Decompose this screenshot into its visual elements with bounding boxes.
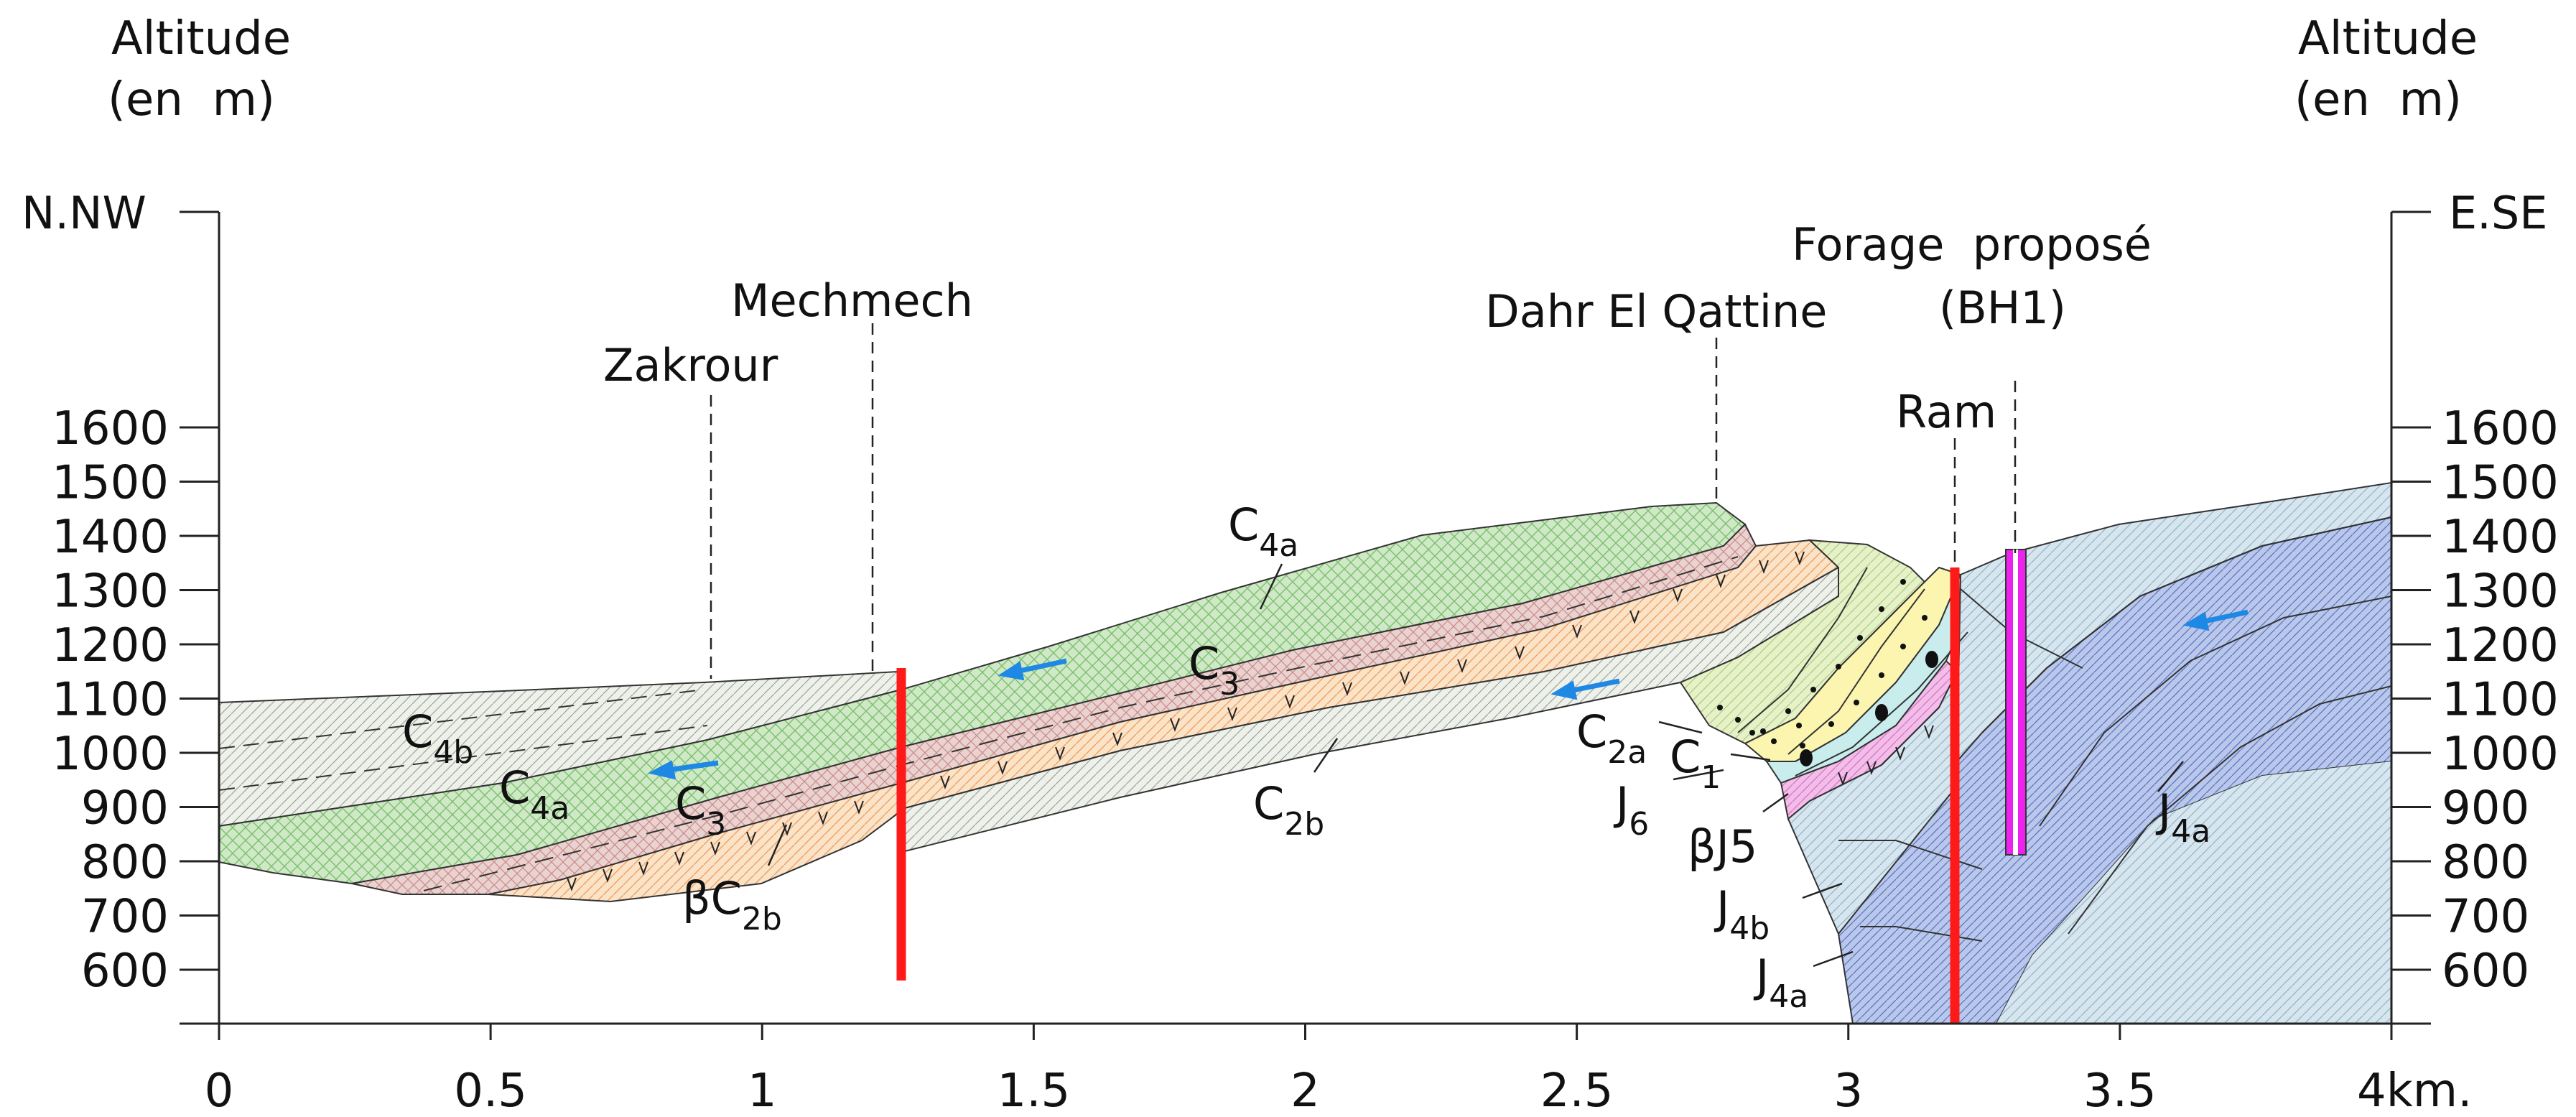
x-tick-label: 1 [748,1065,777,1117]
y-tick-label-left: 1000 [52,728,169,781]
place-label-ram: Ram [1896,386,1996,438]
x-tick-label: 1.5 [997,1065,1070,1117]
right-axis-title-line2: (en m) [2294,73,2462,126]
left-axis-title-line2: (en m) [108,73,275,126]
place-label-mechmech: Mechmech [731,274,973,327]
formation-label-j6: J6 [1613,777,1649,843]
y-tick-label-left: 700 [81,891,169,944]
y-tick-label-right: 1200 [2442,619,2559,672]
formation-label-c2b: C2b [1253,777,1324,843]
x-tick-label: 2 [1291,1065,1320,1117]
y-tick-marks [180,426,2431,971]
x-tick-label: 2.5 [1540,1065,1614,1117]
formation-label-j4a-low: J4a [1753,950,1808,1015]
formation-label-bj5: βJ5 [1688,820,1757,873]
basalt-v-marks [567,551,1934,891]
right-axis-title-line1: Altitude [2298,12,2478,65]
y-tick-label-right: 900 [2442,782,2529,835]
y-tick-label-right: 700 [2442,891,2529,944]
formation-label-c2a: C2a [1576,705,1647,771]
formation-label-c4b: C4b [402,705,473,771]
y-tick-label-left: 1300 [52,565,169,618]
right-orientation-label: E.SE [2449,187,2547,239]
flow-arrows [648,609,2249,780]
layer-j4a-right-lower [1996,761,2391,1024]
y-tick-label-right: 1400 [2442,511,2559,564]
y-tick-label-left: 1600 [52,402,169,455]
y-tick-label-right: 1500 [2442,457,2559,510]
place-label-forage-line1: Forage proposé [1792,218,2152,271]
y-tick-label-left: 900 [81,782,169,835]
left-orientation-label: N.NW [22,187,147,239]
leader-lines [767,563,2184,968]
y-tick-label-left: 1500 [52,457,169,510]
y-tick-label-left: 1200 [52,619,169,672]
formation-label-j4b: J4b [1714,881,1770,947]
flow-arrow-icon [1550,678,1620,700]
x-tick-label: 4km. [2357,1065,2472,1117]
x-tick-labels: 0 0.5 1 1.5 2 2.5 3 3.5 4km. [205,1065,2473,1117]
y-tick-label-left: 1100 [52,674,169,727]
y-tick-label-right: 1300 [2442,565,2559,618]
formation-polygons [218,481,2392,1024]
y-tick-label-right: 1100 [2442,674,2559,727]
formation-label-c3-mid: C3 [1189,637,1240,703]
x-tick-label: 0 [205,1065,234,1117]
y-tick-label-right: 800 [2442,836,2529,889]
y-tick-label-right: 1000 [2442,728,2559,781]
flow-arrow-icon [648,760,719,780]
left-axis-title-line1: Altitude [111,12,291,65]
formation-label-c3-left: C3 [675,777,726,843]
flow-arrow-icon [2182,609,2249,631]
place-markers [710,323,2017,679]
formation-labels: C4b C4a C3 βC2b C4a C3 C2b C2a C1 J6 βJ5… [402,499,2210,1015]
y-tick-label-left: 800 [81,836,169,889]
x-tick-label: 0.5 [454,1065,527,1117]
borehole-bh1 [2005,549,2027,856]
y-tick-label-right: 600 [2442,945,2529,998]
formation-label-j4a-right: J4a [2155,784,2210,850]
formation-label-c4a-top: C4a [1228,499,1298,564]
c1-dots [1717,579,1938,766]
place-label-dahr-el-qattine: Dahr El Qattine [1485,285,1827,338]
formation-label-c1: C1 [1670,731,1721,796]
y-tick-label-right: 1600 [2442,402,2559,455]
place-label-forage-line2: (BH1) [1939,282,2066,334]
x-tick-marks [218,1024,2393,1040]
y-tick-label-left: 1400 [52,511,169,564]
flow-arrow-icon [998,658,1067,681]
place-label-zakrour: Zakrour [603,339,778,391]
x-tick-label: 3 [1833,1065,1863,1117]
formation-label-bc2b: βC2b [682,872,782,937]
formation-label-c4a-left: C4a [499,761,569,827]
x-tick-label: 3.5 [2083,1065,2157,1117]
y-tick-label-left: 600 [81,945,169,998]
